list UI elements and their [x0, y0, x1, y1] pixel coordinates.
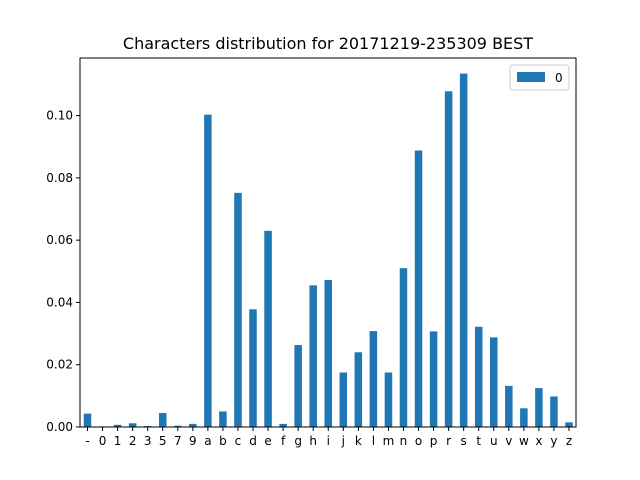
y-tick-label: 0.04 [46, 295, 73, 309]
x-tick-label: l [372, 434, 375, 448]
bar-a [204, 114, 212, 428]
bar-z [565, 422, 573, 427]
bar-i [324, 280, 333, 427]
bar-l [369, 331, 378, 427]
x-tick-label: e [264, 434, 271, 448]
x-tick-label: u [490, 434, 498, 448]
x-tick-label: f [281, 434, 286, 448]
x-tick-label: o [415, 434, 422, 448]
chart-title: Characters distribution for 20171219-235… [123, 34, 533, 53]
bar-u [490, 337, 498, 427]
x-tick-label: i [327, 434, 330, 448]
x-tick-label: m [383, 434, 395, 448]
y-tick-label: 0.06 [46, 233, 73, 247]
bar-w [520, 408, 528, 427]
x-tick-label: v [505, 434, 512, 448]
bar-p [429, 331, 438, 427]
bar-b [219, 411, 227, 427]
x-tick-label: 9 [189, 434, 197, 448]
bar-1 [113, 424, 122, 427]
x-tick-label: 2 [129, 434, 137, 448]
bar-9 [189, 423, 197, 427]
x-tick-label: g [294, 434, 302, 448]
x-tick-label: c [235, 434, 242, 448]
x-tick-label: t [476, 434, 481, 448]
x-tick-label: - [85, 434, 89, 448]
x-tick-label: 5 [159, 434, 167, 448]
bar-o [414, 150, 423, 428]
x-tick-label: x [535, 434, 542, 448]
y-tick-label: 0.10 [46, 109, 73, 123]
y-tick-label: 0.00 [46, 420, 73, 434]
legend-label: 0 [555, 71, 563, 85]
bar-y [550, 396, 558, 427]
bar-x [535, 388, 543, 427]
bar-h [309, 285, 317, 427]
x-tick-label: d [249, 434, 257, 448]
x-tick-label: r [446, 434, 451, 448]
x-tick-label: 0 [99, 434, 107, 448]
legend: 0 [509, 64, 570, 91]
plot-frame [79, 57, 577, 428]
bar-f [279, 423, 287, 427]
bar-t [474, 326, 483, 427]
x-tick-label: p [430, 434, 438, 448]
legend-swatch [517, 72, 545, 82]
bar-r [444, 91, 453, 427]
x-tick-label: s [461, 434, 467, 448]
bars-group [83, 73, 573, 428]
x-tick-label: h [309, 434, 317, 448]
bar-g [294, 345, 302, 427]
x-tick-label: b [219, 434, 227, 448]
y-tick-label: 0.02 [46, 358, 73, 372]
bar-v [505, 385, 513, 427]
x-tick-label: a [204, 434, 211, 448]
bar-5 [158, 412, 167, 427]
x-tick-label: y [550, 434, 557, 448]
bar-j [339, 372, 348, 427]
bar-n [399, 268, 408, 427]
x-tick-label: n [400, 434, 408, 448]
x-tick-label: j [341, 434, 345, 448]
bar-m [384, 372, 393, 427]
x-tick-label: 1 [114, 434, 122, 448]
x-tick-label: k [355, 434, 362, 448]
bar-7 [174, 425, 182, 427]
x-tick-label: w [519, 434, 529, 448]
y-axis: 0.00 0.02 0.04 0.06 0.08 0.10 [46, 109, 80, 434]
bar-- [83, 413, 92, 427]
bar-d [249, 309, 257, 427]
bar-k [354, 352, 363, 427]
bar-s [459, 73, 468, 427]
bar-e [264, 230, 272, 427]
x-tick-label: 7 [174, 434, 182, 448]
bar-2 [128, 423, 137, 427]
x-tick-label: 3 [144, 434, 152, 448]
x-tick-label: z [566, 434, 572, 448]
bar-c [234, 192, 242, 427]
y-tick-label: 0.08 [46, 171, 73, 185]
